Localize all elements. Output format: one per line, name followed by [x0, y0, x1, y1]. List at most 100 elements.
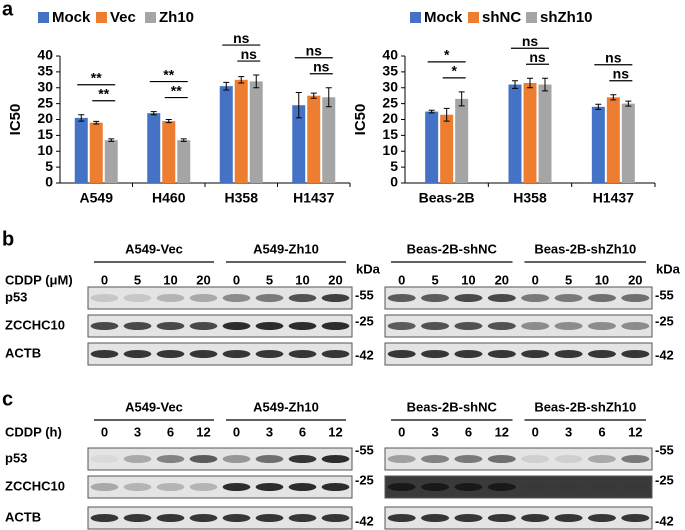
marker-label: -42: [655, 513, 674, 528]
blot-band: [554, 483, 583, 491]
group-label: Beas-2B-shZh10: [534, 399, 636, 414]
blot-band: [222, 322, 251, 330]
error-bar: [595, 103, 602, 110]
y-tick-label: 20: [382, 110, 398, 126]
blot-band: [255, 455, 284, 463]
error-bar: [610, 94, 617, 101]
blot-band: [387, 514, 416, 522]
y-tick-label: 35: [382, 63, 398, 79]
y-tick-label: 5: [45, 158, 53, 174]
blot-band: [454, 455, 483, 463]
blot-band: [321, 455, 350, 463]
row-label: ACTB: [5, 345, 41, 360]
blot-band: [321, 483, 350, 491]
blot-band: [90, 350, 119, 358]
bar: [74, 117, 88, 183]
blot-band: [123, 294, 152, 302]
row-label: ACTB: [5, 509, 41, 524]
blot-band: [454, 483, 483, 491]
significance-label: ns: [529, 49, 546, 65]
blot-band: [222, 350, 251, 358]
lane-label: 0: [532, 424, 539, 439]
y-axis-label: IC50: [7, 104, 24, 136]
blot-band: [222, 294, 251, 302]
error-bar: [428, 109, 435, 114]
error-bar: [542, 77, 548, 92]
significance-label: **: [171, 82, 182, 98]
blot-band: [454, 294, 483, 302]
blot-band: [255, 483, 284, 491]
lane-label: 6: [465, 424, 472, 439]
blot-band: [521, 294, 550, 302]
blot-band: [222, 483, 251, 491]
lane-label: 3: [266, 424, 273, 439]
blot-band: [156, 514, 185, 522]
blot-band: [189, 483, 218, 491]
lane-label: 10: [461, 272, 475, 287]
bar: [234, 79, 248, 183]
blot-band: [421, 514, 450, 522]
lane-label: 0: [532, 272, 539, 287]
blot-strip: [384, 506, 653, 530]
lane-label: 0: [101, 272, 108, 287]
y-axis-label: IC50: [352, 104, 369, 136]
bar: [89, 122, 103, 183]
lane-label: 20: [328, 272, 342, 287]
blot-band: [421, 483, 450, 491]
error-bar: [295, 92, 302, 119]
lane-label: 12: [495, 424, 509, 439]
y-tick-label: 40: [382, 47, 398, 63]
blot-band: [189, 514, 218, 522]
bar: [249, 81, 263, 183]
lane-label: 0: [233, 272, 240, 287]
blot-band: [288, 350, 317, 358]
marker-label: -42: [355, 347, 374, 362]
blot-band: [554, 455, 583, 463]
panel-letter: b: [2, 228, 14, 250]
lane-label: 3: [431, 424, 438, 439]
group-label: Beas-2B-shNC: [407, 241, 498, 256]
y-tick-label: 40: [37, 47, 53, 63]
lane-label: 6: [299, 424, 306, 439]
blot-band: [521, 483, 550, 491]
y-tick-label: 25: [37, 94, 53, 110]
error-bar: [93, 120, 100, 125]
blot-band: [587, 483, 616, 491]
blot-band: [487, 483, 516, 491]
blot-band: [321, 294, 350, 302]
legend-swatch: [526, 12, 537, 23]
blot-band: [90, 483, 119, 491]
blot-band: [421, 294, 450, 302]
blot-band: [387, 455, 416, 463]
blot-band: [387, 483, 416, 491]
blot-band: [255, 322, 284, 330]
error-bar: [625, 100, 632, 107]
bar: [606, 97, 620, 183]
lane-label: 5: [134, 272, 141, 287]
lane-label: 20: [495, 272, 509, 287]
x-tick-label: H460: [152, 190, 186, 206]
blot-band: [487, 514, 516, 522]
significance-label: ns: [241, 46, 258, 62]
blot-band: [587, 514, 616, 522]
x-tick-label: H358: [513, 190, 547, 206]
blot-band: [288, 322, 317, 330]
blot-band: [621, 294, 650, 302]
y-tick-label: 25: [382, 94, 398, 110]
blot-band: [621, 483, 650, 491]
bar: [322, 97, 336, 183]
blot-band: [288, 514, 317, 522]
group-label: A549-Zh10: [253, 399, 319, 414]
blot-strip: [87, 447, 353, 471]
y-tick-label: 35: [37, 63, 53, 79]
blot-band: [521, 514, 550, 522]
significance-label: ns: [613, 65, 630, 81]
lane-label: 6: [167, 424, 174, 439]
significance-label: *: [444, 47, 450, 63]
blot-strip: [384, 447, 653, 471]
legend-label: Mock: [52, 9, 91, 26]
y-tick-label: 10: [382, 142, 398, 158]
error-bar: [443, 107, 450, 122]
group-label: Beas-2B-shNC: [407, 399, 498, 414]
bar: [104, 140, 118, 183]
